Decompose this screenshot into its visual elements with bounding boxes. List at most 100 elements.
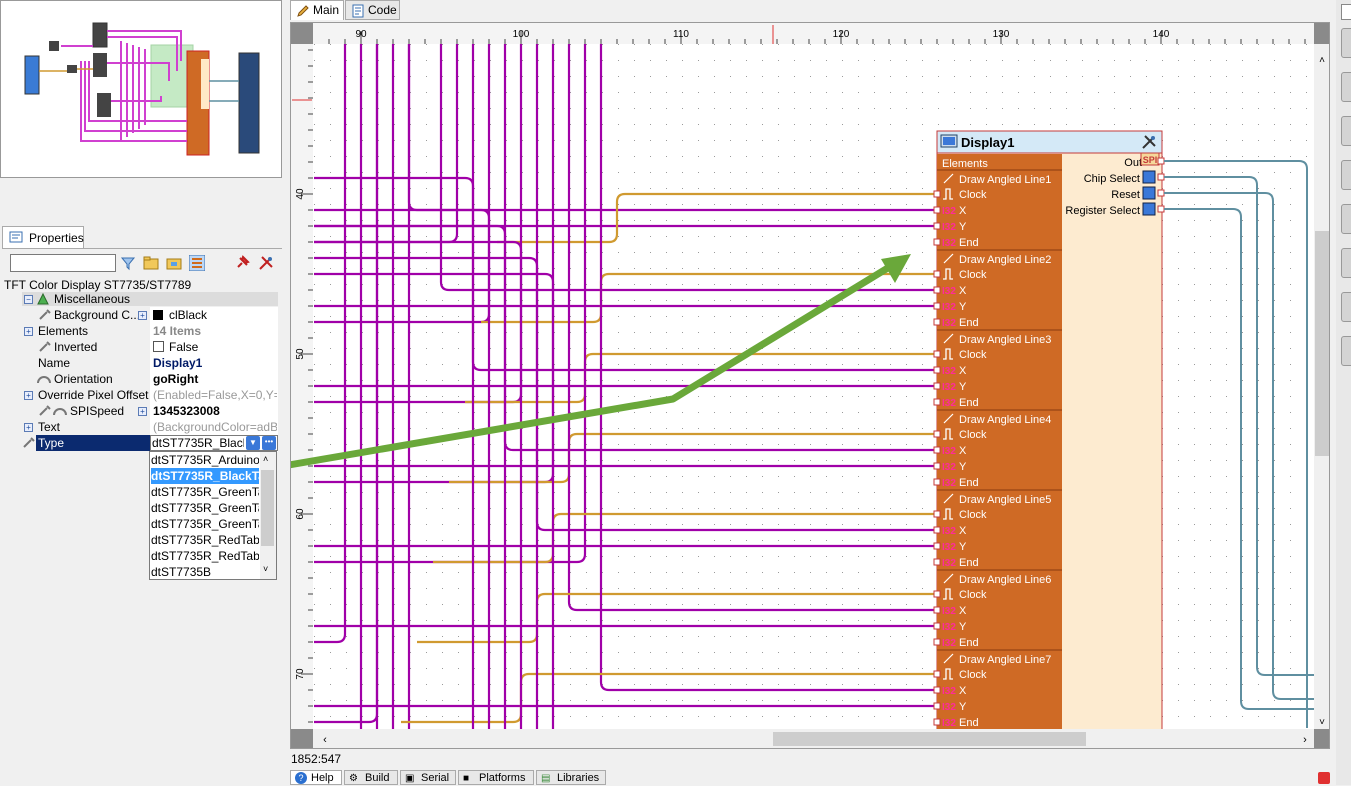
toolbar-button[interactable] bbox=[1341, 248, 1351, 278]
expand-icon[interactable]: + bbox=[24, 391, 33, 400]
property-row-type[interactable]: Type dtST7735R_BlackT ▼ ••• bbox=[0, 435, 280, 451]
component-header[interactable] bbox=[936, 130, 1163, 154]
input-pin[interactable] bbox=[933, 382, 941, 390]
output-pin[interactable] bbox=[1157, 205, 1165, 213]
wire[interactable] bbox=[567, 44, 934, 612]
folder-expand-icon[interactable] bbox=[143, 255, 159, 271]
dropdown-option-selected[interactable]: dtST7735R_BlackTab bbox=[151, 468, 259, 484]
property-filter-input[interactable] bbox=[10, 254, 116, 272]
dropdown-option[interactable]: dtST7735B bbox=[151, 565, 212, 579]
pin-icon[interactable] bbox=[234, 255, 250, 271]
horizontal-scroll-thumb[interactable] bbox=[773, 732, 1086, 746]
input-pin[interactable] bbox=[933, 446, 941, 454]
scroll-left-icon[interactable]: ‹ bbox=[323, 734, 327, 746]
diagram-overview[interactable] bbox=[0, 0, 282, 178]
scroll-up-icon[interactable]: ˄ bbox=[1319, 55, 1325, 66]
scroll-down-icon[interactable]: ˅ bbox=[263, 564, 269, 574]
input-pin[interactable] bbox=[933, 430, 941, 438]
input-pin[interactable] bbox=[933, 670, 941, 678]
input-pin[interactable] bbox=[933, 270, 941, 278]
scroll-up-icon[interactable]: ˄ bbox=[263, 454, 269, 464]
collapse-icon[interactable]: − bbox=[24, 295, 33, 304]
wire-register-select[interactable] bbox=[1164, 208, 1314, 710]
expand-icon[interactable]: + bbox=[138, 311, 147, 320]
tab-build[interactable]: ⚙ Build bbox=[344, 770, 398, 785]
property-value[interactable]: 14 Items bbox=[153, 324, 202, 338]
input-pin[interactable] bbox=[933, 190, 941, 198]
property-row-orientation[interactable]: Orientation goRight bbox=[0, 371, 280, 387]
tab-platforms[interactable]: ■ Platforms bbox=[458, 770, 534, 785]
wire[interactable] bbox=[314, 176, 475, 729]
dropdown-option[interactable]: dtST7735R_GreenTab_ bbox=[151, 501, 259, 515]
property-row-override-pixel-offset[interactable]: + Override Pixel Offset (Enabled=False,X… bbox=[0, 387, 280, 403]
expand-icon[interactable]: + bbox=[24, 423, 33, 432]
diagram-canvas[interactable]: 90 100 110 120 130 140 40 50 60 70 Displ… bbox=[291, 23, 1330, 749]
output-pin[interactable] bbox=[1157, 157, 1165, 165]
input-pin[interactable] bbox=[933, 286, 941, 294]
input-pin[interactable] bbox=[933, 622, 941, 630]
property-value[interactable]: Display1 bbox=[153, 356, 203, 370]
dropdown-scrollbar[interactable]: ˄ ˅ bbox=[260, 452, 276, 579]
wire[interactable] bbox=[314, 272, 555, 729]
tab-code[interactable]: Code bbox=[345, 0, 400, 20]
input-pin[interactable] bbox=[933, 366, 941, 374]
display1-component[interactable]: Display1 Elements Draw Angled Line1 Clock… bbox=[933, 130, 1165, 732]
tab-main[interactable]: Main bbox=[290, 0, 344, 20]
input-pin[interactable] bbox=[933, 718, 941, 726]
sort-icon[interactable] bbox=[189, 255, 205, 271]
tab-libraries[interactable]: ▤ Libraries bbox=[536, 770, 606, 785]
input-pin[interactable] bbox=[933, 206, 941, 214]
input-pin[interactable] bbox=[933, 526, 941, 534]
input-pin[interactable] bbox=[933, 350, 941, 358]
inverted-checkbox[interactable] bbox=[153, 341, 164, 352]
tab-help[interactable]: ? Help bbox=[290, 770, 342, 785]
output-pin[interactable] bbox=[1157, 189, 1165, 197]
input-pin[interactable] bbox=[933, 302, 941, 310]
output-pin[interactable] bbox=[1157, 173, 1165, 181]
diagram-editor[interactable]: 90 100 110 120 130 140 40 50 60 70 Displ… bbox=[290, 22, 1330, 749]
input-pin[interactable] bbox=[933, 462, 941, 470]
wire[interactable] bbox=[439, 44, 934, 292]
toolbar-dropdown[interactable] bbox=[1341, 4, 1351, 20]
property-value[interactable]: clBlack bbox=[169, 308, 208, 322]
property-row-inverted[interactable]: Inverted False bbox=[0, 339, 280, 355]
toolbar-button[interactable] bbox=[1341, 160, 1351, 190]
input-pin[interactable] bbox=[933, 222, 941, 230]
toolbar-button[interactable] bbox=[1341, 292, 1351, 322]
toolbar-button[interactable] bbox=[1341, 204, 1351, 234]
input-pin[interactable] bbox=[933, 510, 941, 518]
toolbar-button[interactable] bbox=[1341, 336, 1351, 366]
input-pin[interactable] bbox=[933, 590, 941, 598]
scroll-down-icon[interactable]: ˅ bbox=[1319, 717, 1325, 728]
wire[interactable] bbox=[314, 240, 523, 729]
wire[interactable] bbox=[314, 224, 507, 729]
scroll-thumb[interactable] bbox=[261, 470, 274, 546]
dropdown-arrow-icon[interactable]: ▼ bbox=[246, 436, 260, 450]
wire[interactable] bbox=[314, 44, 587, 564]
dropdown-option[interactable]: dtST7735R_GreenTab bbox=[151, 485, 259, 499]
type-dropdown-list[interactable]: dtST7735R_Arduino dtST7735R_BlackTab dtS… bbox=[149, 451, 277, 580]
property-row-miscellaneous[interactable]: − Miscellaneous bbox=[0, 291, 280, 307]
toolbar-button[interactable] bbox=[1341, 72, 1351, 102]
wire[interactable] bbox=[314, 256, 539, 729]
dropdown-option[interactable]: dtST7735R_GreenTab_ bbox=[151, 517, 259, 531]
wire-out[interactable] bbox=[1164, 160, 1308, 728]
close-panel-icon[interactable] bbox=[1318, 772, 1330, 784]
scroll-right-icon[interactable]: › bbox=[1303, 734, 1307, 746]
dropdown-option[interactable]: dtST7735R_RedTab_16 bbox=[151, 533, 259, 547]
wire[interactable] bbox=[599, 44, 934, 692]
input-pin[interactable] bbox=[933, 686, 941, 694]
property-row-name[interactable]: Name Display1 bbox=[0, 355, 280, 371]
wire-chip-select[interactable] bbox=[1164, 176, 1314, 676]
wire[interactable] bbox=[314, 44, 347, 644]
input-pin[interactable] bbox=[933, 542, 941, 550]
vertical-scroll-thumb[interactable] bbox=[1315, 231, 1329, 456]
filter-icon[interactable] bbox=[120, 255, 136, 271]
ellipsis-button[interactable]: ••• bbox=[262, 436, 276, 450]
input-pin[interactable] bbox=[933, 318, 941, 326]
toolbar-button[interactable] bbox=[1341, 28, 1351, 58]
